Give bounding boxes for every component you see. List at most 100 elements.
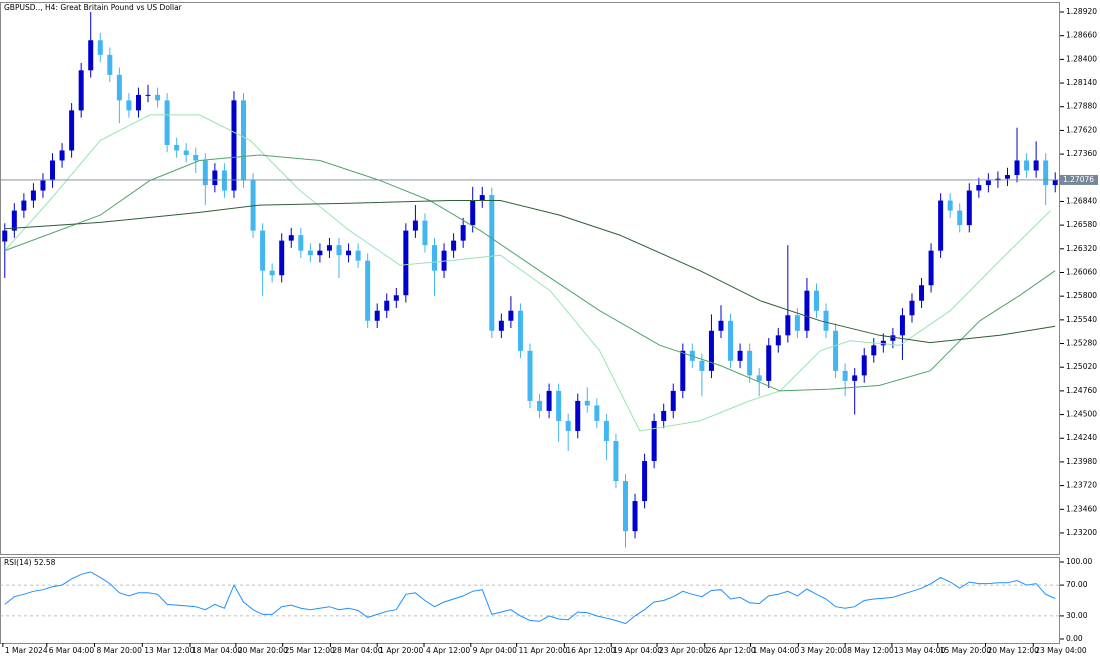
candle-body xyxy=(1014,160,1020,176)
candle-body xyxy=(565,420,571,431)
indicator-name: RSI(14) xyxy=(4,558,32,567)
main-frame xyxy=(0,2,1060,555)
candle-body xyxy=(374,310,380,321)
x-tick-label: 25 Mar 12:00 xyxy=(285,646,335,655)
y-tick-label: 1.23720 xyxy=(1066,481,1097,490)
candle-body xyxy=(775,335,781,346)
x-tick-label: 1 Mar 2024 xyxy=(5,646,48,655)
candle-body xyxy=(966,190,972,226)
candle-body xyxy=(155,94,161,101)
y-tick-label: 1.24240 xyxy=(1066,433,1097,442)
candle-body xyxy=(670,390,676,411)
candle-body xyxy=(613,440,619,482)
candle-body xyxy=(747,350,753,376)
candle-body xyxy=(326,245,332,251)
y-tick-label: 1.24500 xyxy=(1066,410,1097,419)
x-tick-label: 26 Apr 12:00 xyxy=(707,646,756,655)
y-tick-label: 1.28920 xyxy=(1066,7,1097,16)
candle-body xyxy=(919,285,925,301)
candle-body xyxy=(756,375,762,381)
x-tick-label: 4 Apr 12:00 xyxy=(426,646,470,655)
candle-body xyxy=(1033,160,1039,171)
y-tick-label: 0.00 xyxy=(1066,634,1083,643)
y-tick-label: 1.28400 xyxy=(1066,54,1097,63)
candle-body xyxy=(193,155,199,161)
candle-body xyxy=(365,260,371,321)
candle-body xyxy=(842,370,848,381)
candle-body xyxy=(871,345,877,356)
x-tick-label: 28 Mar 04:00 xyxy=(332,646,382,655)
moving-average xyxy=(4,114,1051,432)
candle-body xyxy=(336,245,342,256)
candle-body xyxy=(651,420,657,462)
candle-body xyxy=(21,200,27,211)
candle-body xyxy=(680,350,686,391)
candle-body xyxy=(804,290,810,331)
candle-body xyxy=(50,160,56,181)
x-tick-label: 13 May 04:00 xyxy=(894,646,946,655)
candle-body xyxy=(546,390,552,411)
y-tick-label: 100.00 xyxy=(1066,557,1092,566)
x-tick-label: 8 Mar 20:00 xyxy=(97,646,143,655)
indicator-value: 52.58 xyxy=(34,558,56,567)
current-price-tag xyxy=(1060,174,1098,185)
candle-body xyxy=(97,40,103,55)
candle-body xyxy=(2,230,8,242)
candle-body xyxy=(1024,160,1030,171)
candle-body xyxy=(412,220,418,231)
candle-body xyxy=(928,250,934,286)
x-tick-label: 15 May 20:00 xyxy=(940,646,992,655)
candle-body xyxy=(107,54,113,75)
y-tick-label: 1.24760 xyxy=(1066,386,1097,395)
y-tick-label: 1.27620 xyxy=(1066,125,1097,134)
x-tick-label: 3 May 20:00 xyxy=(800,646,847,655)
y-tick-label: 1.23980 xyxy=(1066,457,1097,466)
candle-body xyxy=(890,335,896,341)
y-tick-label: 1.25800 xyxy=(1066,291,1097,300)
candle-body xyxy=(393,295,399,301)
candle-body xyxy=(88,40,94,71)
y-tick-label: 1.28660 xyxy=(1066,31,1097,40)
moving-average xyxy=(4,154,1056,392)
candle-body xyxy=(594,405,600,421)
candle-body xyxy=(470,200,476,226)
candle-body xyxy=(728,320,734,361)
candle-body xyxy=(718,320,724,331)
chart-title: GBPUSD.., H4: Great Britain Pound vs US … xyxy=(4,3,183,12)
candle-body xyxy=(527,350,533,401)
candle-body xyxy=(537,400,543,411)
candle-body xyxy=(708,330,714,371)
candle-body xyxy=(317,250,323,256)
candle-body xyxy=(260,230,266,271)
y-tick-label: 1.25540 xyxy=(1066,315,1097,324)
candle-body xyxy=(269,270,275,276)
candle-body xyxy=(794,315,800,331)
y-tick-label: 1.26320 xyxy=(1066,244,1097,253)
candle-body xyxy=(957,210,963,226)
x-tick-label: 13 Mar 12:00 xyxy=(144,646,194,655)
candle-body xyxy=(288,235,294,241)
candle-body xyxy=(30,190,36,201)
candle-body xyxy=(909,300,915,316)
candle-body xyxy=(517,310,523,351)
candle-body xyxy=(880,340,886,346)
x-tick-label: 8 May 12:00 xyxy=(847,646,894,655)
candle-body xyxy=(603,420,609,441)
y-tick-label: 1.26580 xyxy=(1066,220,1097,229)
candle-body xyxy=(823,310,829,331)
candle-body xyxy=(632,501,638,532)
candle-body xyxy=(451,240,457,251)
x-tick-label: 16 Apr 12:00 xyxy=(566,646,615,655)
candle-body xyxy=(384,300,390,311)
x-tick-label: 1 May 04:00 xyxy=(753,646,800,655)
candle-body xyxy=(116,74,122,101)
candle-body xyxy=(1004,175,1010,179)
x-tick-label: 6 Mar 04:00 xyxy=(49,646,95,655)
candle-body xyxy=(622,481,628,532)
rsi-line xyxy=(4,571,1056,625)
candle-body xyxy=(938,200,944,251)
candle-body xyxy=(11,210,17,231)
y-tick-label: 1.23460 xyxy=(1066,504,1097,513)
y-tick-label: 1.25020 xyxy=(1066,362,1097,371)
candle-body xyxy=(852,375,858,381)
